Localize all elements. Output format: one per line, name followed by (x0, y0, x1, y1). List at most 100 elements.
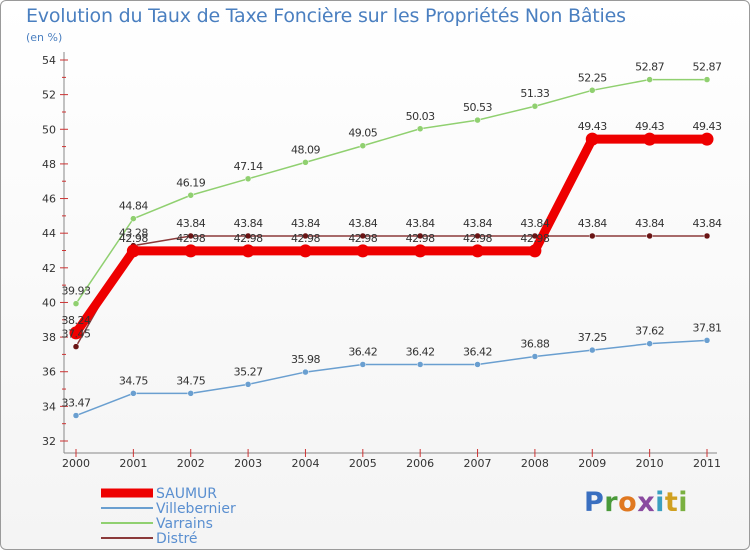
data-label-villebernier: 37.25 (578, 331, 607, 344)
data-label-villebernier: 37.81 (693, 321, 722, 334)
data-point-distr (589, 232, 596, 240)
data-label-villebernier: 33.47 (62, 397, 91, 410)
data-label-varrains: 51.33 (520, 87, 549, 100)
data-label-villebernier: 36.88 (520, 337, 549, 350)
data-point-saumur (643, 132, 657, 146)
x-tick-label: 2007 (464, 457, 492, 470)
data-point-varrains (474, 116, 481, 124)
data-label-distr: 43.84 (234, 217, 263, 230)
data-point-saumur (356, 244, 370, 258)
data-label-saumur: 42.98 (291, 232, 320, 245)
logo-letter: P (584, 487, 605, 518)
data-label-distr: 43.28 (119, 227, 148, 240)
data-label-saumur: 49.43 (693, 120, 722, 133)
data-label-distr: 43.84 (463, 217, 492, 230)
data-point-distr (187, 232, 194, 240)
data-label-saumur: 42.98 (176, 232, 205, 245)
y-unit-label: (en %) (26, 31, 63, 44)
data-label-varrains: 48.09 (291, 143, 320, 156)
data-point-distr (72, 343, 80, 350)
data-label-distr: 43.84 (176, 217, 205, 230)
data-label-distr: 43.84 (348, 217, 377, 230)
y-tick-label: 42 (42, 262, 56, 275)
data-point-distr (703, 232, 711, 240)
x-tick-label: 2010 (636, 457, 664, 470)
data-point-saumur (528, 244, 542, 258)
y-tick-label: 48 (42, 158, 56, 171)
data-point-varrains (302, 159, 309, 166)
data-label-villebernier: 35.27 (234, 365, 263, 378)
data-label-distr: 37.45 (62, 328, 91, 341)
proxiti-logo: Proxiti (584, 487, 688, 518)
data-label-villebernier: 37.62 (635, 325, 664, 338)
logo-letter: t (664, 487, 679, 518)
logo-letter: i (678, 487, 689, 518)
data-label-varrains: 50.53 (463, 101, 492, 114)
data-point-varrains (130, 215, 137, 222)
data-label-saumur: 49.43 (635, 120, 664, 133)
data-label-distr: 43.84 (406, 217, 435, 230)
data-point-saumur (585, 132, 599, 146)
data-point-varrains (589, 87, 596, 94)
data-label-distr: 43.84 (520, 217, 549, 230)
data-label-varrains: 44.84 (119, 200, 148, 213)
x-tick-label: 2006 (406, 457, 434, 470)
logo-letter: i (655, 487, 665, 518)
data-point-distr (302, 232, 309, 240)
data-point-villebernier (416, 361, 424, 368)
data-point-distr (474, 232, 481, 240)
y-tick-label: 50 (42, 123, 56, 136)
data-label-distr: 43.84 (578, 217, 607, 230)
data-point-saumur (184, 244, 198, 258)
data-point-saumur (471, 244, 485, 258)
data-label-varrains: 52.25 (578, 71, 607, 84)
y-tick-label: 34 (42, 400, 56, 413)
data-label-saumur: 38.24 (62, 314, 91, 327)
x-tick-label: 2002 (177, 457, 205, 470)
data-point-varrains (416, 125, 424, 133)
data-label-saumur: 42.98 (520, 232, 549, 245)
data-point-villebernier (474, 361, 481, 368)
series-line-villebernier (75, 339, 708, 417)
data-label-villebernier: 36.42 (463, 345, 492, 358)
data-point-villebernier (302, 368, 309, 376)
data-point-varrains (187, 192, 194, 199)
y-tick-label: 40 (42, 296, 56, 309)
data-label-varrains: 46.19 (176, 176, 205, 189)
data-point-varrains (703, 76, 711, 83)
data-point-saumur (241, 244, 255, 258)
data-label-distr: 43.84 (693, 217, 722, 230)
data-point-villebernier (130, 390, 137, 397)
data-label-saumur: 42.98 (406, 232, 435, 245)
series-line-distr (75, 235, 707, 347)
y-tick-label: 52 (42, 89, 56, 102)
y-tick-label: 54 (42, 54, 56, 67)
series-line-saumur (72, 134, 707, 336)
legend-label-villebernier: Villebernier (156, 501, 236, 517)
x-tick-label: 2001 (119, 457, 147, 470)
data-label-varrains: 50.03 (406, 110, 435, 123)
y-tick-label: 32 (42, 435, 56, 448)
data-label-villebernier: 36.42 (406, 345, 435, 358)
data-label-villebernier: 36.42 (348, 345, 377, 358)
data-point-villebernier (703, 337, 711, 344)
data-label-saumur: 42.98 (463, 232, 492, 245)
data-label-distr: 43.84 (291, 217, 320, 230)
x-tick-label: 2000 (62, 457, 90, 470)
data-point-villebernier (72, 412, 80, 419)
data-point-villebernier (187, 390, 194, 397)
data-point-saumur (413, 244, 427, 258)
data-label-saumur: 49.43 (578, 120, 607, 133)
data-point-saumur (700, 132, 714, 146)
data-label-varrains: 52.87 (693, 61, 722, 74)
data-label-varrains: 47.14 (234, 160, 263, 173)
x-tick-label: 2003 (234, 457, 262, 470)
x-tick-label: 2004 (291, 457, 319, 470)
data-point-distr (646, 232, 653, 240)
data-point-varrains (646, 76, 653, 83)
x-tick-label: 2005 (349, 457, 377, 470)
x-tick-label: 2011 (693, 457, 721, 470)
data-label-varrains: 39.93 (62, 285, 91, 298)
